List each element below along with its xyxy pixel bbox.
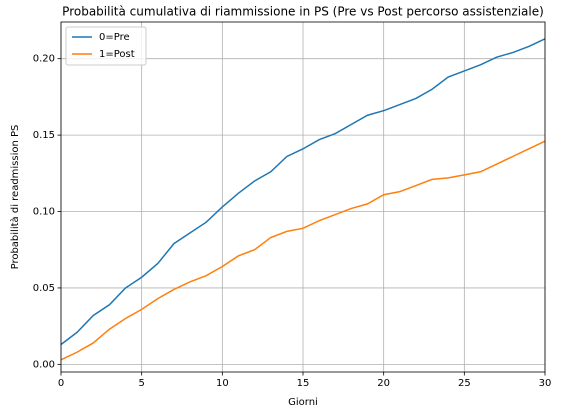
y-axis-label: Probabilità di readmission PS	[9, 125, 21, 270]
x-tick-label: 5	[138, 378, 144, 389]
legend-label: 1=Post	[99, 49, 135, 60]
line-series	[60, 140, 546, 361]
chart-title: Probabilità cumulativa di riammissione i…	[62, 5, 544, 19]
x-tick-label: 15	[297, 378, 310, 389]
x-tick-label: 0	[58, 378, 64, 389]
legend-label: 0=Pre	[99, 32, 130, 43]
x-axis-label: Giorni	[288, 397, 318, 408]
plot-frame	[60, 21, 546, 373]
y-tick-label: 0.05	[33, 283, 55, 294]
y-tick-label: 0.10	[33, 207, 55, 218]
y-tick-label: 0.15	[33, 130, 55, 141]
x-tick-label: 30	[539, 378, 552, 389]
x-tick-label: 20	[377, 378, 390, 389]
x-tick-label: 25	[458, 378, 471, 389]
y-tick-label: 0.00	[33, 359, 55, 370]
x-tick-label: 10	[216, 378, 229, 389]
line-series	[60, 38, 546, 346]
y-tick-label: 0.20	[33, 54, 55, 65]
